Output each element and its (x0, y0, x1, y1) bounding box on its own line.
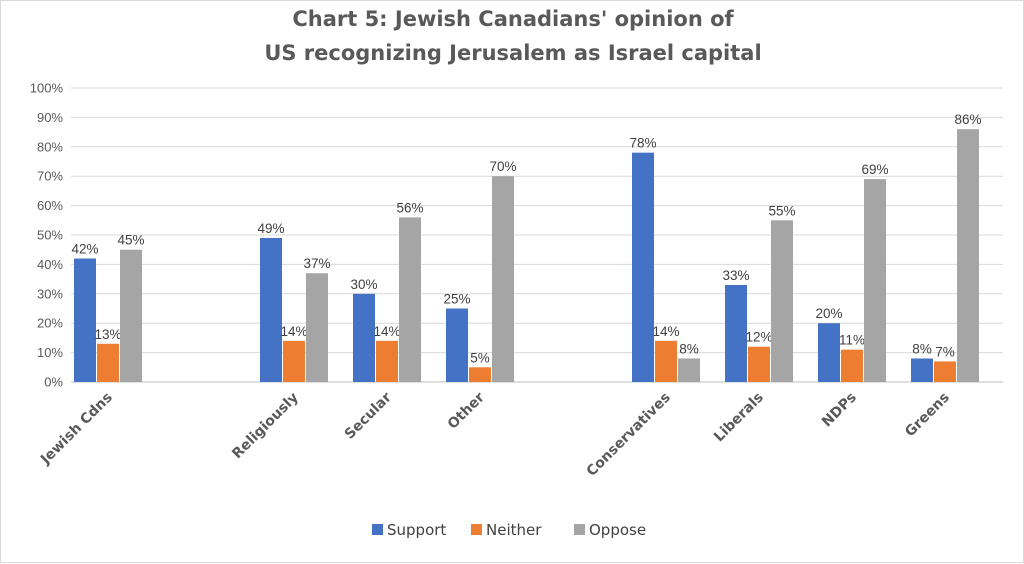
bar-neither (748, 346, 770, 382)
bar-oppose (771, 220, 793, 382)
bar-support (818, 323, 840, 382)
data-label: 33% (722, 268, 749, 283)
x-category-label: NDPs (819, 390, 860, 431)
data-label: 5% (470, 350, 490, 365)
y-tick-label: 50% (37, 228, 63, 243)
data-label: 49% (257, 221, 284, 236)
data-label: 12% (745, 330, 772, 345)
x-category-label: Greens (902, 390, 953, 441)
bar-oppose (399, 217, 421, 382)
data-label: 69% (861, 162, 888, 177)
bar-support (74, 258, 96, 382)
x-category-label: Conservatives (584, 390, 674, 480)
bar-support (632, 152, 654, 382)
data-label: 8% (679, 341, 699, 356)
bar-oppose (306, 273, 328, 382)
x-category-label: Secular (342, 389, 395, 442)
bar-support (260, 237, 282, 382)
legend-label-support: Support (387, 521, 446, 539)
bar-neither (97, 343, 119, 382)
bar-support (446, 308, 468, 382)
legend-label-oppose: Oppose (589, 521, 646, 539)
data-label: 14% (280, 324, 307, 339)
bar-neither (469, 367, 491, 382)
bar-oppose (492, 176, 514, 382)
bar-support (353, 293, 375, 382)
data-label: 42% (71, 242, 98, 257)
x-category-label: Religiously (229, 390, 302, 463)
y-tick-label: 0% (44, 375, 63, 390)
data-label: 55% (768, 203, 795, 218)
bar-support (911, 358, 933, 382)
data-label: 70% (489, 159, 516, 174)
data-label: 56% (396, 200, 423, 215)
data-label: 14% (652, 324, 679, 339)
data-label: 7% (935, 344, 955, 359)
y-tick-label: 60% (37, 198, 63, 213)
data-label: 37% (303, 256, 330, 271)
legend-label-neither: Neither (486, 521, 542, 539)
y-tick-label: 100% (30, 81, 64, 96)
x-category-label: Other (445, 389, 488, 432)
y-tick-label: 80% (37, 139, 63, 154)
bar-neither (934, 361, 956, 382)
y-tick-label: 30% (37, 286, 63, 301)
data-label: 45% (117, 233, 144, 248)
bar-neither (841, 349, 863, 382)
y-tick-label: 40% (37, 257, 63, 272)
data-label: 14% (373, 324, 400, 339)
y-tick-label: 70% (37, 169, 63, 184)
y-tick-label: 20% (37, 316, 63, 331)
bar-oppose (120, 249, 142, 382)
data-label: 86% (954, 112, 981, 127)
bar-oppose (678, 358, 700, 382)
x-category-label: Jewish Cdns (37, 390, 116, 469)
data-label: 13% (94, 327, 121, 342)
y-tick-label: 90% (37, 110, 63, 125)
bar-oppose (957, 129, 979, 382)
bar-neither (283, 340, 305, 382)
legend-swatch-oppose (574, 524, 585, 535)
y-tick-label: 10% (37, 345, 63, 360)
chart-title-line-2: US recognizing Jerusalem as Israel capit… (264, 41, 762, 65)
bar-oppose (864, 179, 886, 382)
data-label: 8% (912, 341, 932, 356)
chart-title-line-1: Chart 5: Jewish Canadians' opinion of (292, 7, 734, 31)
data-label: 11% (839, 333, 865, 348)
legend-swatch-neither (471, 524, 482, 535)
bar-neither (655, 340, 677, 382)
data-label: 20% (815, 306, 842, 321)
bar-support (725, 284, 747, 382)
data-label: 25% (443, 292, 470, 307)
legend-swatch-support (372, 524, 383, 535)
data-label: 30% (350, 277, 377, 292)
data-label: 78% (629, 136, 656, 151)
bar-neither (376, 340, 398, 382)
x-category-label: Liberals (711, 390, 767, 446)
